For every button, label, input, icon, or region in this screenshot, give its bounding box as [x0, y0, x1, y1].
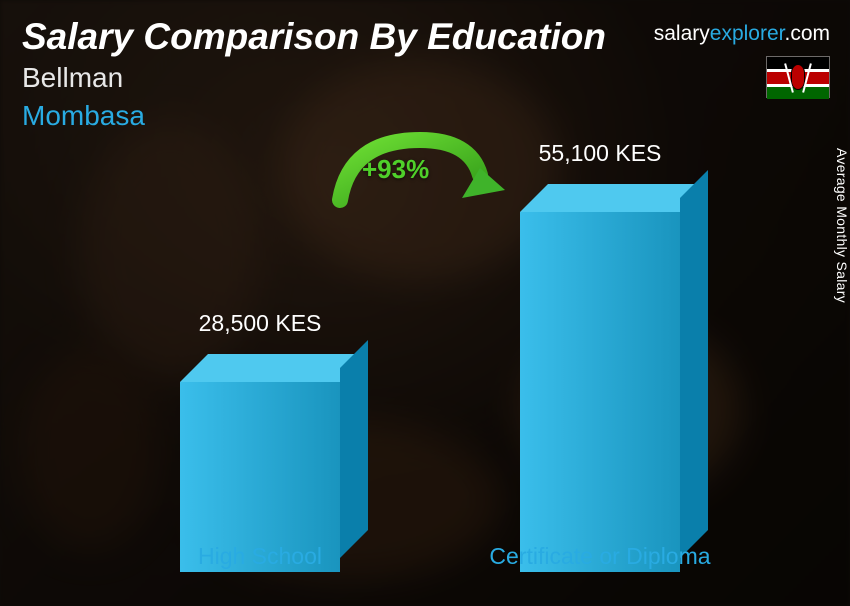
- location-label: Mombasa: [22, 100, 145, 132]
- bar-1-side: [340, 340, 368, 558]
- y-axis-label: Average Monthly Salary: [834, 148, 850, 303]
- country-flag-icon: [766, 56, 830, 98]
- page-title: Salary Comparison By Education: [22, 16, 606, 58]
- bar-2-front: [520, 212, 680, 572]
- brand-suffix: .com: [784, 22, 830, 45]
- content-layer: Salary Comparison By Education Bellman M…: [0, 0, 850, 606]
- bar-value-2: 55,100 KES: [470, 140, 730, 167]
- increase-percentage: +93%: [362, 154, 429, 185]
- bar-value-1: 28,500 KES: [130, 310, 390, 337]
- bar-category-1: High School: [110, 543, 410, 570]
- bar-2-side: [680, 170, 708, 558]
- bar-chart: +93% 28,500 KES High School 55,100 KES C…: [60, 150, 790, 572]
- brand-part2: explorer: [710, 22, 785, 45]
- bar-category-2: Certificate or Diploma: [450, 543, 750, 570]
- bar-2: [520, 212, 680, 572]
- job-subtitle: Bellman: [22, 62, 123, 94]
- brand-part1: salary: [654, 22, 710, 45]
- brand-logo: salaryexplorer.com: [654, 22, 830, 46]
